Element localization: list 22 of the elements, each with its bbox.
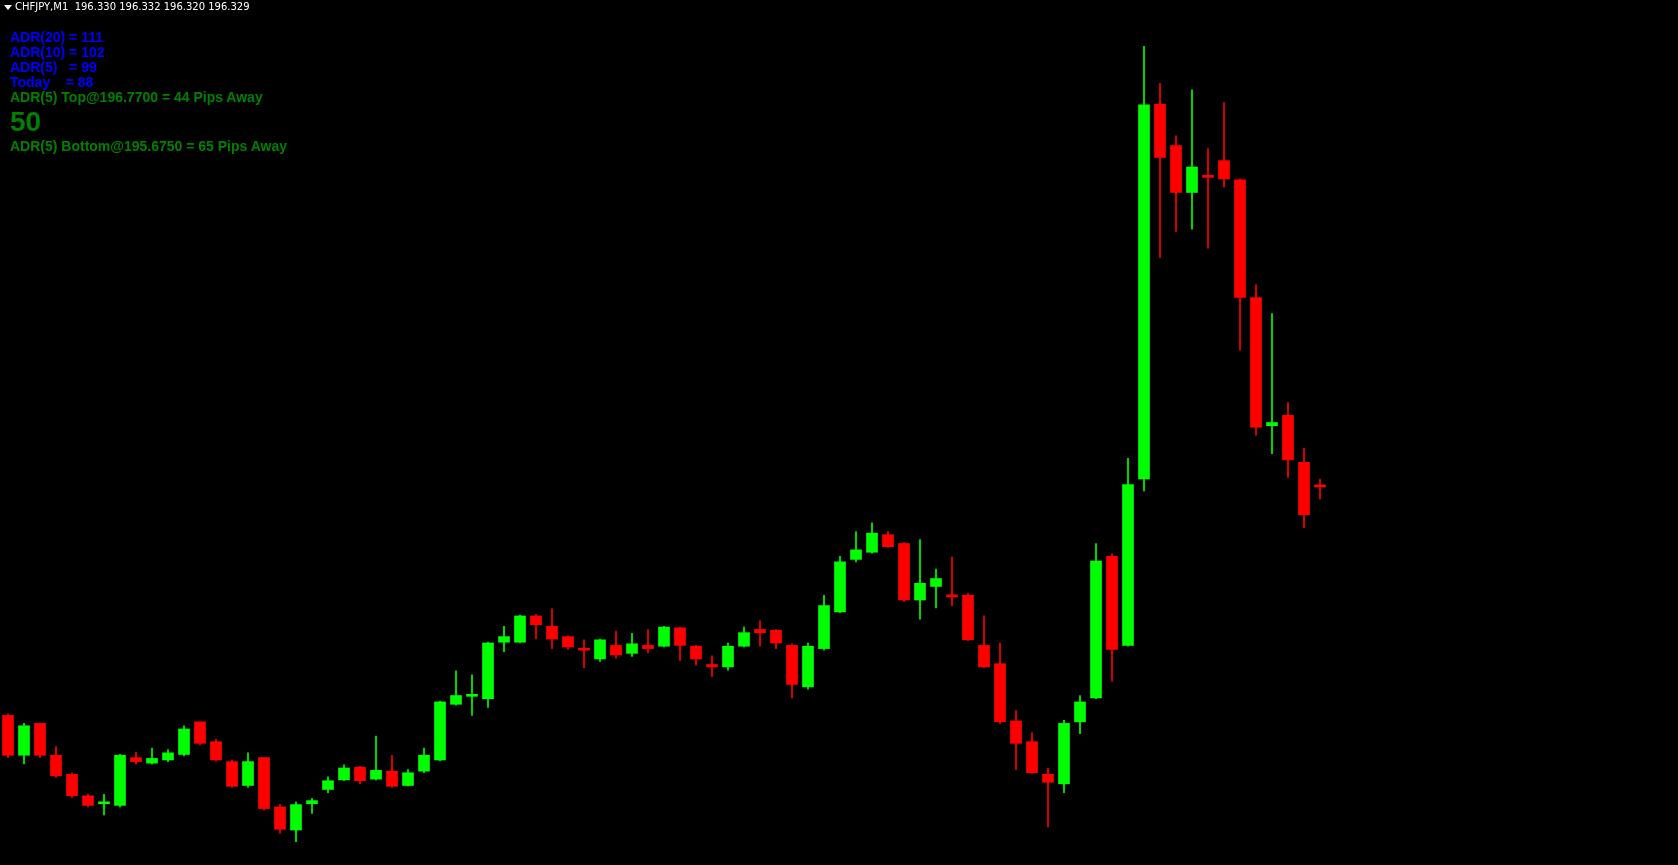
annotation: ADR(10) = 102	[10, 44, 106, 60]
candlestick	[754, 620, 766, 647]
candlestick	[370, 735, 382, 781]
candlestick	[98, 793, 110, 816]
annotation: ADR(5) = 99	[10, 59, 98, 75]
annotation: 50	[10, 105, 43, 139]
candlestick	[930, 568, 942, 609]
candlestick	[1042, 767, 1054, 828]
text: ADR(20) = 111	[10, 29, 104, 45]
candlestick	[914, 539, 926, 620]
candlestick	[1186, 89, 1198, 230]
candlestick	[306, 797, 318, 814]
candlestick	[1218, 102, 1230, 188]
chart-title: CHFJPY,M1 196.330 196.332 196.320 196.329	[15, 1, 250, 12]
candlestick	[466, 674, 478, 716]
candlestick	[706, 655, 718, 677]
candlestick	[1202, 148, 1214, 249]
annotation: ADR(5) Bottom@195.6750 = 65 Pips Away	[10, 138, 288, 154]
annotation: Today = 88	[10, 74, 95, 90]
annotation: ADR(5) Top@196.7700 = 44 Pips Away	[10, 89, 264, 105]
candlestick	[1266, 313, 1278, 454]
candlestick	[642, 629, 654, 653]
